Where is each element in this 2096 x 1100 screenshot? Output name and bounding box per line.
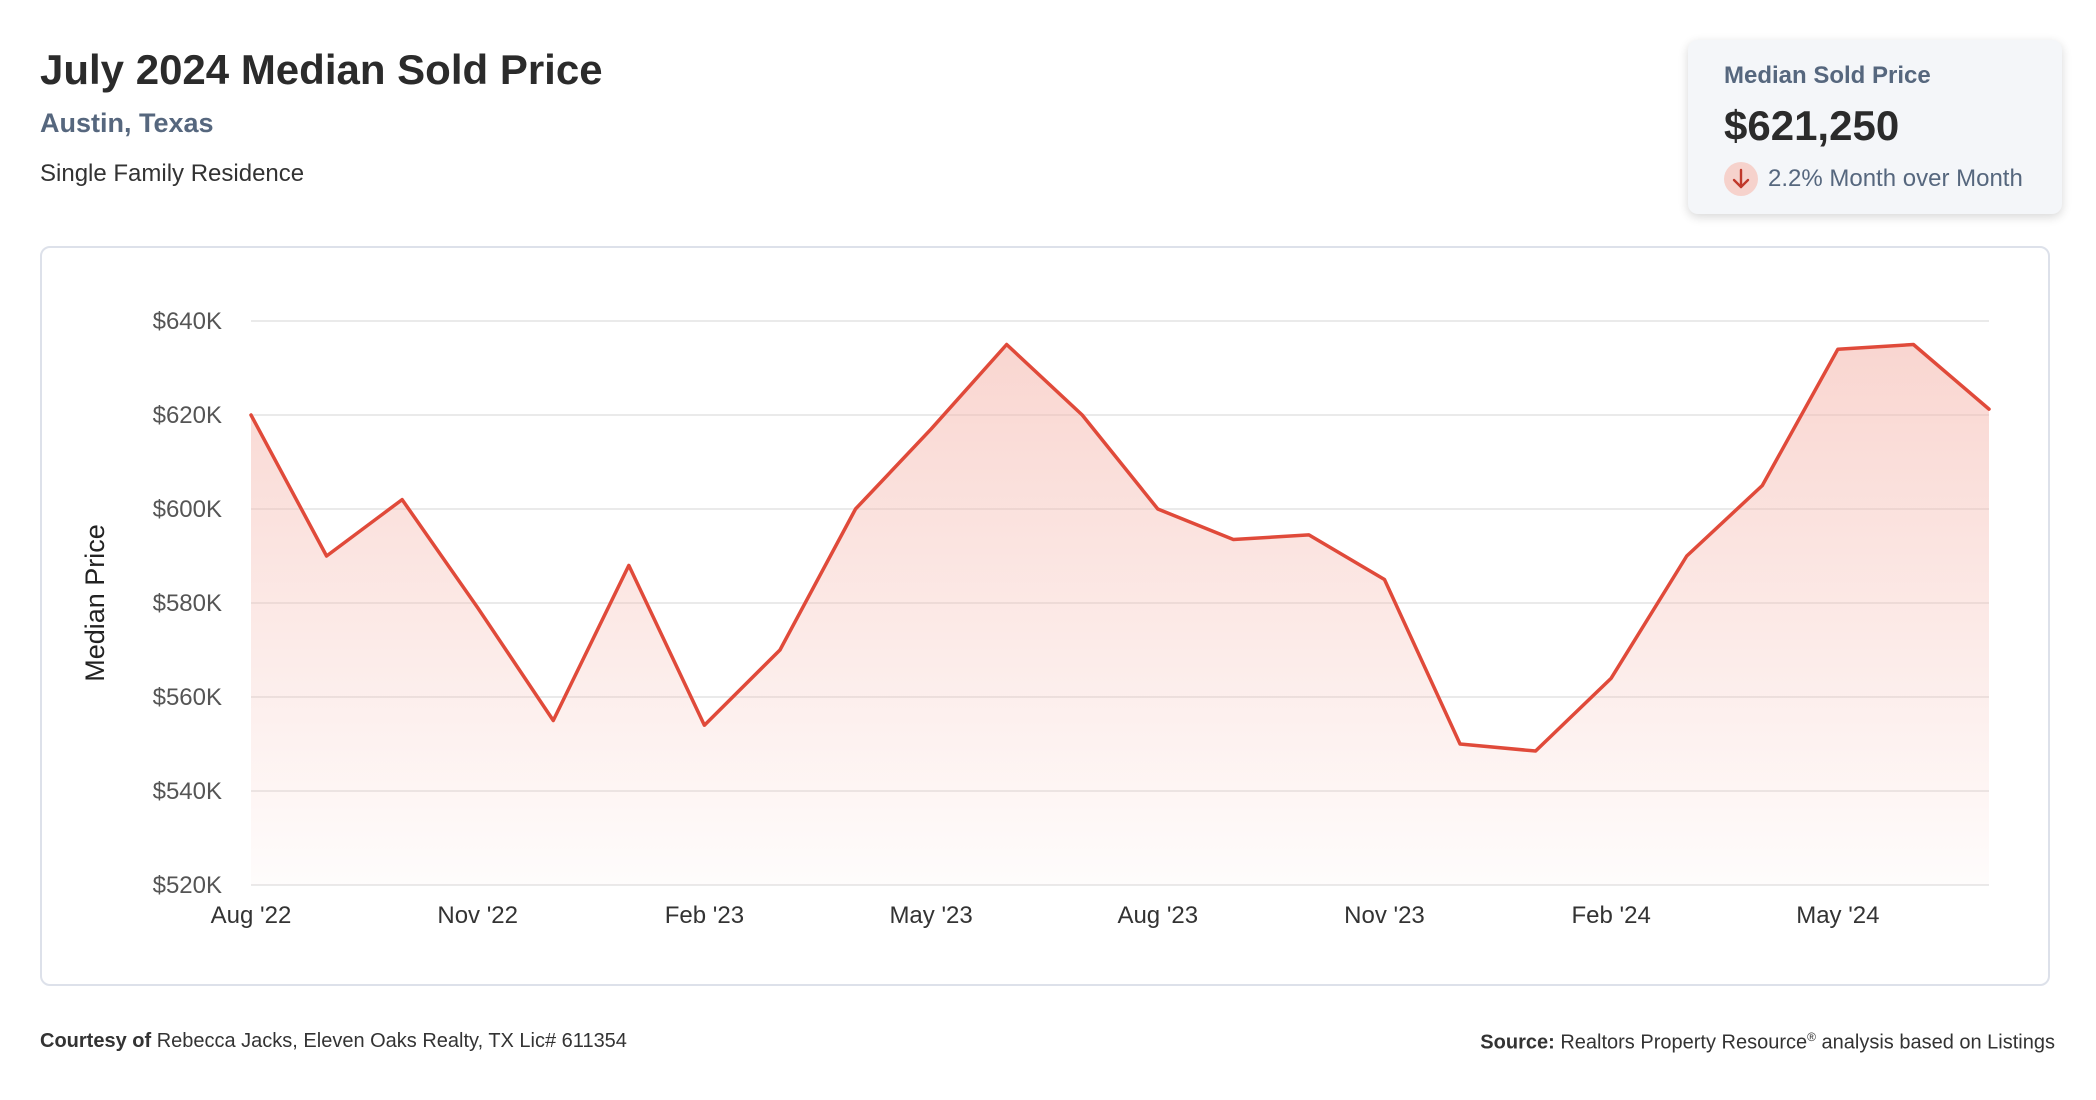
data-point: [1382, 578, 1386, 582]
page-title: July 2024 Median Sold Price: [40, 46, 603, 93]
x-tick-label: Nov '22: [437, 902, 518, 929]
x-tick-label: Aug '23: [1117, 902, 1198, 929]
courtesy-text: Rebecca Jacks, Eleven Oaks Realty, TX Li…: [156, 1030, 627, 1052]
median-price-chart: $520K $540K $560K $580K $600K $620K $640K Aug '…: [80, 308, 1991, 929]
courtesy-label: Courtesy of: [40, 1030, 152, 1052]
registered-mark: ®: [1807, 1030, 1816, 1044]
data-point: [1911, 343, 1915, 347]
y-tick-label: $540K: [153, 778, 222, 805]
data-point: [1685, 554, 1689, 558]
y-axis-title: Median Price: [80, 524, 110, 682]
y-tick-label: $520K: [153, 872, 222, 899]
summary-change: 2.2% Month over Month: [1724, 162, 2023, 196]
data-point: [1080, 413, 1084, 417]
data-point: [1307, 533, 1311, 537]
data-point: [1760, 484, 1764, 488]
data-point: [854, 507, 858, 511]
source-label: Source:: [1480, 1031, 1555, 1054]
footer-courtesy: Courtesy of Rebecca Jacks, Eleven Oaks R…: [40, 1030, 627, 1053]
data-point: [249, 413, 253, 417]
x-tick-label: Aug '22: [211, 902, 292, 929]
x-tick-label: Nov '23: [1344, 902, 1425, 929]
arrow-down-icon: [1724, 162, 1758, 196]
property-type-label: Single Family Residence: [40, 160, 305, 187]
footer-source: Source: Realtors Property Resource® anal…: [1480, 1030, 2055, 1055]
data-point: [400, 498, 404, 502]
data-point: [1231, 538, 1235, 542]
source-text: Realtors Property Resource: [1560, 1031, 1808, 1054]
data-point: [1609, 676, 1613, 680]
location-label: Austin, Texas: [40, 108, 214, 138]
data-point: [702, 723, 706, 727]
data-point: [1534, 749, 1538, 753]
summary-label: Median Sold Price: [1724, 62, 1931, 89]
data-point: [551, 719, 555, 723]
data-point: [627, 563, 631, 567]
data-point: [476, 606, 480, 610]
data-point: [778, 648, 782, 652]
data-point: [1987, 407, 1991, 411]
x-tick-label: Feb '24: [1572, 902, 1651, 929]
source-text-suffix: analysis based on Listings: [1815, 1031, 2056, 1054]
y-tick-label: $600K: [153, 496, 222, 523]
data-point: [1458, 742, 1462, 746]
area-fill: [251, 344, 1989, 885]
x-tick-label: Feb '23: [665, 902, 744, 929]
x-tick-label: May '23: [889, 902, 972, 929]
y-tick-label: $560K: [153, 684, 222, 711]
y-tick-label: $640K: [153, 308, 222, 335]
x-tick-label: May '24: [1796, 902, 1879, 929]
y-tick-label: $620K: [153, 402, 222, 429]
price-series-line: [249, 342, 1991, 753]
data-point: [1156, 507, 1160, 511]
y-tick-label: $580K: [153, 590, 222, 617]
data-point: [325, 554, 329, 558]
summary-change-text: 2.2% Month over Month: [1768, 165, 2023, 192]
data-point: [1005, 343, 1009, 347]
summary-card: Median Sold Price $621,250 2.2% Month ov…: [1688, 40, 2062, 214]
data-point: [1836, 347, 1840, 351]
chart-frame: $520K $540K $560K $580K $600K $620K $640K Aug '…: [40, 246, 2050, 986]
data-point: [929, 427, 933, 431]
summary-value: $621,250: [1724, 102, 1900, 149]
